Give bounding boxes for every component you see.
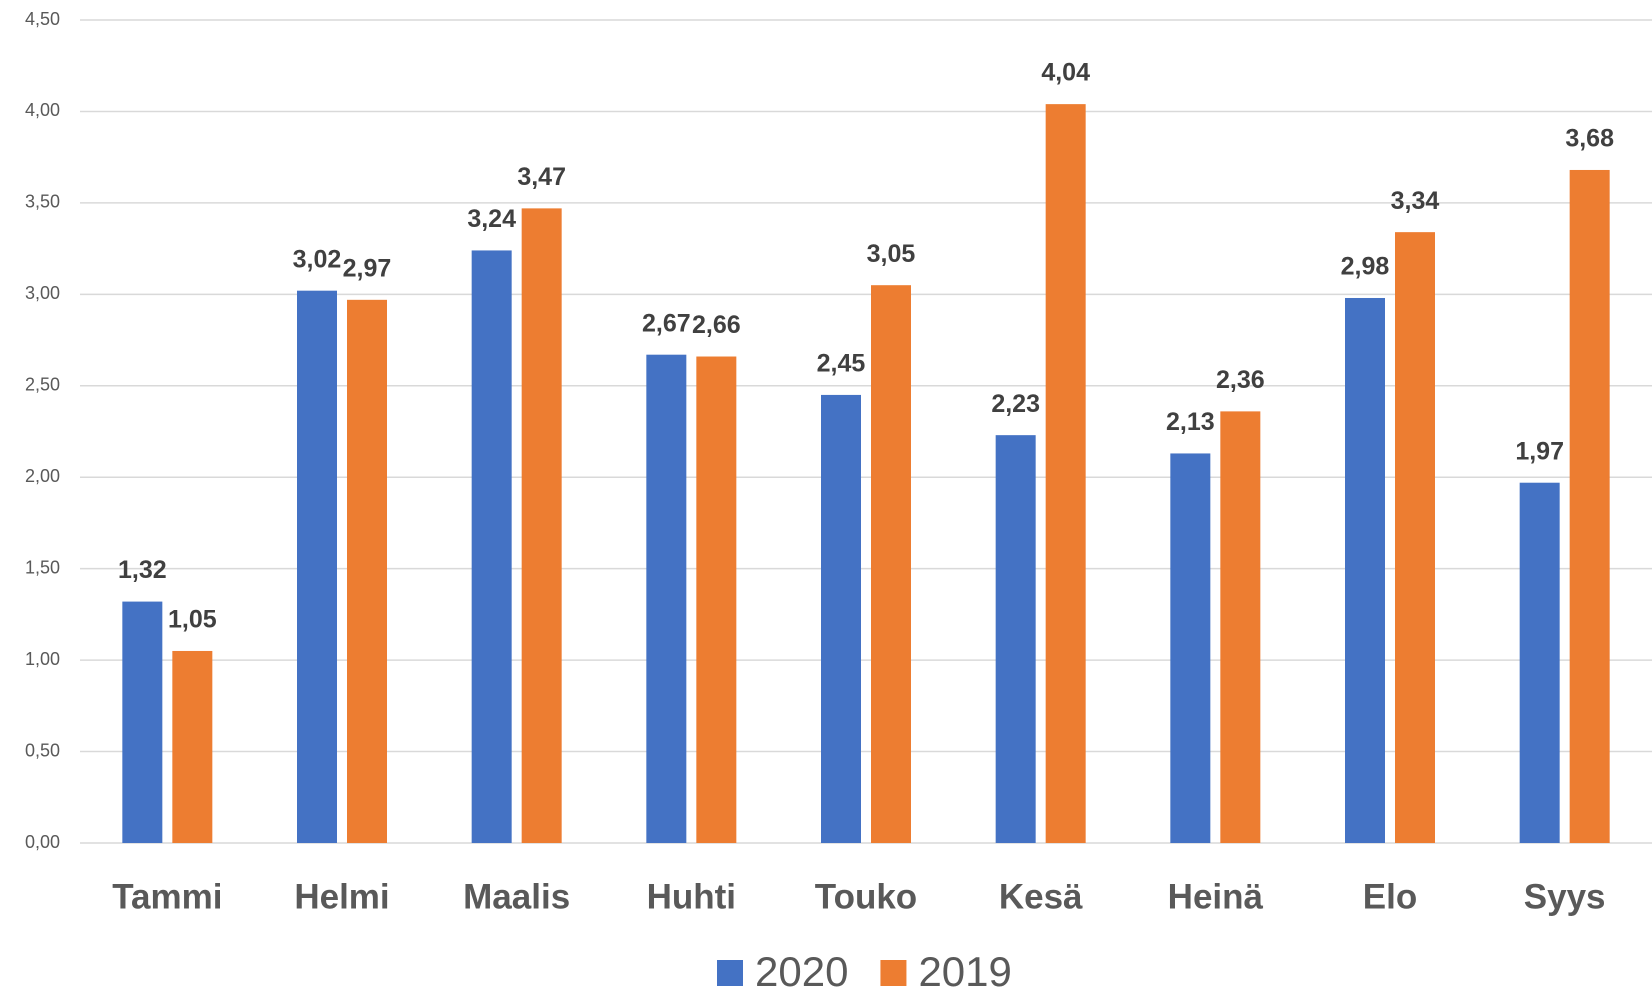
value-label: 2,67 — [642, 309, 691, 337]
bar — [1170, 453, 1211, 843]
value-label: 3,02 — [293, 245, 342, 273]
bar — [646, 354, 687, 843]
value-label: 1,97 — [1515, 437, 1564, 465]
value-label: 3,05 — [867, 240, 916, 268]
y-tick-label: 0,00 — [25, 832, 60, 852]
value-label: 1,05 — [168, 606, 217, 634]
bar — [347, 299, 387, 843]
bar — [1395, 232, 1435, 843]
y-tick-label: 1,00 — [25, 649, 60, 669]
y-tick-label: 2,00 — [25, 466, 60, 486]
x-tick-label: Heinä — [1168, 877, 1264, 916]
bar — [995, 435, 1036, 843]
value-label: 2,97 — [343, 254, 392, 282]
x-tick-label: Maalis — [463, 877, 570, 916]
y-tick-label: 4,00 — [25, 100, 60, 120]
bar — [1220, 411, 1261, 843]
value-label: 2,23 — [991, 390, 1040, 418]
x-tick-label: Helmi — [294, 877, 389, 916]
x-tick-label: Syys — [1524, 877, 1606, 916]
bar — [122, 601, 163, 843]
bar — [1519, 482, 1560, 843]
x-tick-label: Tammi — [112, 877, 222, 916]
y-tick-label: 4,50 — [25, 9, 60, 29]
y-tick-label: 2,50 — [25, 375, 60, 395]
value-label: 2,98 — [1341, 253, 1390, 281]
legend-swatch — [880, 960, 907, 986]
value-label: 2,45 — [817, 350, 866, 378]
legend-label: 2020 — [755, 948, 848, 993]
y-tick-label: 3,00 — [25, 283, 60, 303]
bar — [172, 650, 213, 843]
bar — [471, 250, 512, 843]
y-tick-label: 1,50 — [25, 557, 60, 577]
x-tick-label: Elo — [1363, 877, 1417, 916]
x-tick-label: Huhti — [647, 877, 736, 916]
value-label: 1,32 — [118, 556, 167, 584]
bar — [521, 208, 562, 843]
x-tick-label: Kesä — [999, 877, 1083, 916]
bar — [871, 285, 911, 843]
value-label: 2,13 — [1166, 408, 1215, 436]
bar — [1569, 169, 1610, 844]
value-label: 2,66 — [692, 311, 741, 339]
value-label: 3,34 — [1391, 187, 1440, 215]
bar — [821, 394, 861, 843]
legend-swatch — [717, 960, 743, 986]
bar — [1345, 297, 1385, 844]
x-tick-label: Touko — [815, 877, 917, 916]
value-label: 3,24 — [467, 205, 516, 233]
value-label: 2,36 — [1216, 366, 1265, 394]
bar — [696, 356, 737, 843]
value-label: 3,68 — [1565, 125, 1614, 153]
value-label: 3,47 — [517, 163, 566, 191]
value-label: 4,04 — [1041, 59, 1090, 87]
y-tick-label: 0,50 — [25, 740, 60, 760]
bar — [297, 290, 337, 844]
y-tick-label: 3,50 — [25, 192, 60, 212]
legend-label: 2019 — [918, 948, 1011, 993]
bar — [1045, 104, 1086, 843]
